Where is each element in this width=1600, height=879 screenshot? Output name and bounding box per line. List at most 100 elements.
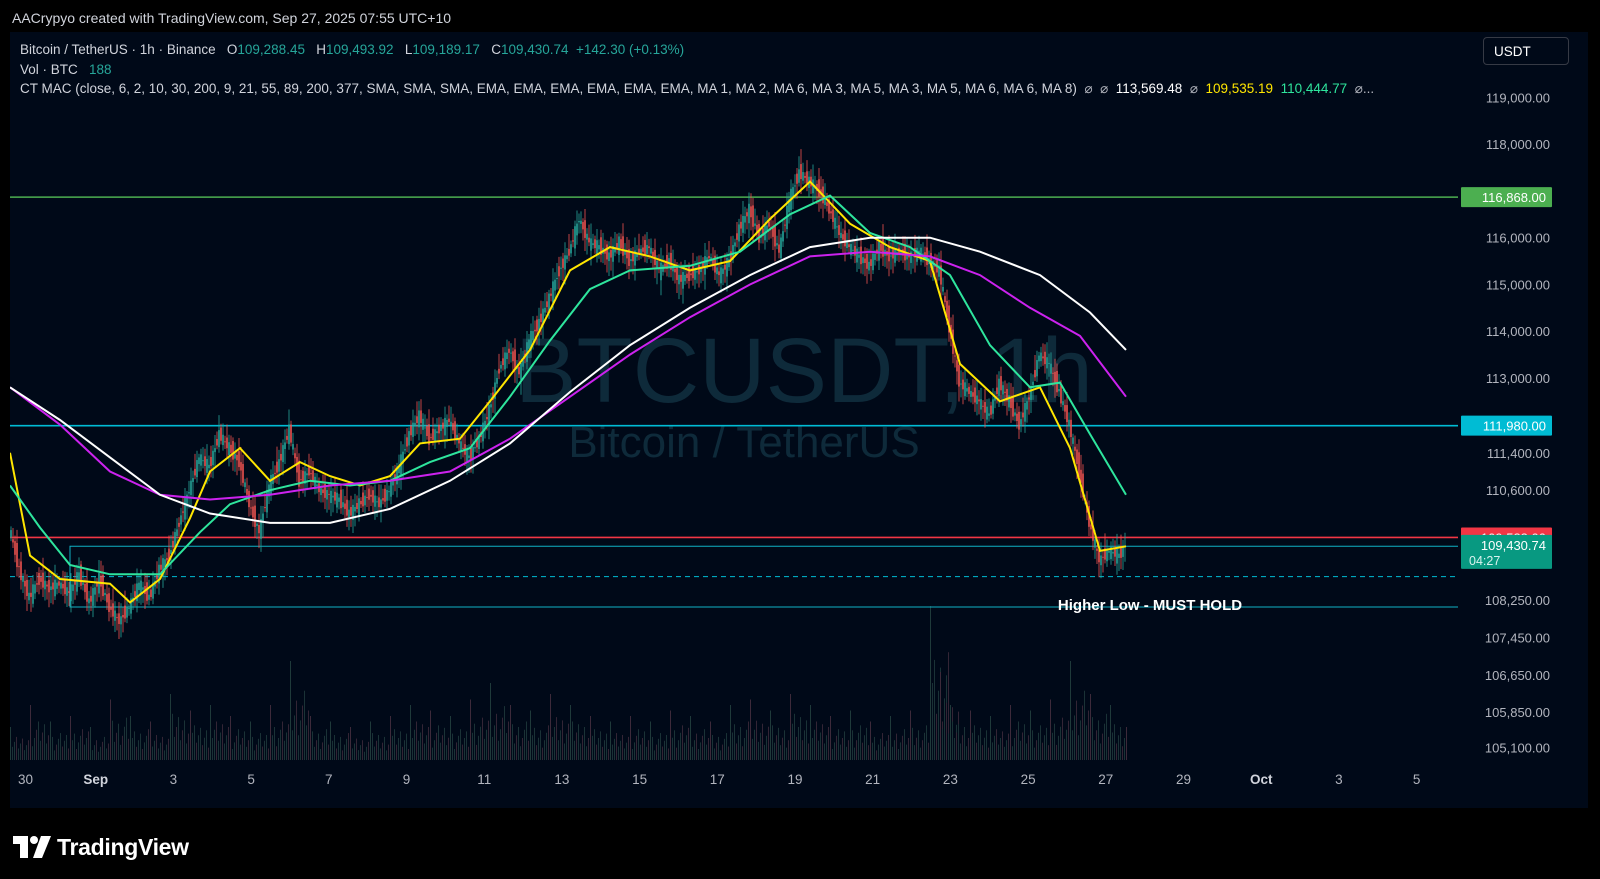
candle-body	[696, 271, 698, 273]
volume-bar	[200, 727, 201, 760]
candle-body	[856, 248, 858, 263]
volume-bar	[720, 750, 721, 760]
candle-body	[1014, 412, 1016, 416]
volume-bar	[14, 741, 15, 760]
candle-body	[838, 225, 840, 235]
candle-body	[980, 399, 982, 410]
volume-bar	[62, 746, 63, 760]
candle-body	[962, 379, 964, 390]
candle-body	[478, 434, 480, 450]
volume-bar	[456, 742, 457, 760]
volume-bar	[1002, 731, 1003, 760]
candle-body	[270, 474, 272, 496]
candle-body	[388, 491, 390, 493]
volume-bar	[44, 724, 45, 760]
volume-bar	[688, 727, 689, 760]
candle-body	[308, 466, 310, 476]
candle-body	[256, 523, 258, 526]
currency-button[interactable]: USDT	[1483, 37, 1569, 65]
volume-bar	[392, 735, 393, 760]
moving-average-line-1[interactable]	[10, 180, 1127, 604]
candle-body	[138, 582, 140, 590]
volume-bar	[880, 738, 881, 760]
legend-volume-value: 188	[89, 61, 112, 77]
chart-panel[interactable]: BTCUSDT, 1h Bitcoin / TetherUS Higher Low …	[10, 32, 1588, 808]
volume-bar	[364, 751, 365, 760]
volume-bar	[312, 731, 313, 760]
candle-body	[218, 430, 220, 448]
volume-bar	[1020, 740, 1021, 760]
x-axis-tick-label: 30	[18, 772, 33, 787]
candle-body	[448, 418, 450, 423]
candle-body	[682, 272, 684, 289]
candle-body	[752, 205, 754, 227]
candle-body	[42, 572, 44, 588]
volume-bar	[1026, 743, 1027, 760]
volume-bar	[66, 734, 67, 760]
volume-bar	[948, 652, 949, 760]
candle-body	[54, 579, 56, 597]
volume-bar	[132, 738, 133, 760]
volume-bar	[460, 729, 461, 760]
volume-bar	[452, 733, 453, 760]
candle-body	[156, 574, 158, 580]
candle-body	[832, 209, 834, 222]
volume-bar	[520, 746, 521, 760]
volume-bar	[848, 740, 849, 760]
candle-body	[484, 420, 486, 430]
volume-bar	[482, 717, 483, 760]
annotation-box[interactable]	[69, 545, 1458, 608]
volume-bar	[942, 729, 943, 760]
candle-body	[844, 230, 846, 247]
candle-body	[150, 589, 152, 597]
candle-body	[402, 451, 404, 464]
candle-body	[370, 494, 372, 497]
legend-symbol[interactable]: Bitcoin / TetherUS · 1h · Binance	[20, 42, 216, 57]
moving-average-line-4[interactable]	[10, 236, 1127, 524]
volume-bar	[1022, 732, 1023, 760]
volume-bar	[94, 745, 95, 760]
candle-body	[1108, 550, 1110, 553]
volume-bar	[592, 735, 593, 760]
volume-bar	[724, 738, 725, 760]
volume-bar	[68, 748, 69, 760]
volume-bar	[108, 743, 109, 760]
volume-bar	[1112, 732, 1113, 760]
volume-bar	[994, 735, 995, 760]
candle-body	[320, 488, 322, 496]
candle-body	[500, 364, 502, 369]
candle-body	[880, 243, 882, 251]
tradingview-logo[interactable]: TradingView	[13, 834, 189, 860]
volume-bar	[962, 735, 963, 760]
volume-bar	[96, 740, 97, 760]
volume-bar	[602, 746, 603, 760]
volume-bar	[114, 741, 115, 760]
volume-bar	[170, 694, 171, 760]
candle-body	[708, 255, 710, 259]
candle-body	[692, 265, 694, 279]
candle-body	[728, 259, 730, 268]
candle-body	[794, 185, 796, 187]
volume-bar	[450, 716, 451, 760]
candle-body	[72, 584, 74, 591]
candle-body	[140, 580, 142, 594]
candle-body	[552, 281, 554, 303]
legend-volume-label[interactable]: Vol · BTC	[20, 61, 78, 77]
volume-bar	[750, 699, 751, 760]
volume-bar	[786, 747, 787, 760]
volume-bar	[960, 743, 961, 760]
candle-body	[178, 522, 180, 527]
volume-bar	[458, 735, 459, 760]
volume-bar	[830, 716, 831, 760]
candle-body	[674, 268, 676, 273]
candle-body	[232, 441, 234, 460]
candle-body	[1110, 546, 1112, 560]
volume-bar	[104, 736, 105, 760]
moving-average-line-3[interactable]	[10, 250, 1127, 501]
volume-bar	[976, 742, 977, 760]
moving-average-line-2[interactable]	[10, 194, 1127, 576]
legend-more[interactable]: ⌀...	[1354, 81, 1375, 96]
volume-bar	[380, 748, 381, 760]
legend-indicator[interactable]: CT MAC (close, 6, 2, 10, 30, 200, 9, 21,…	[20, 81, 1077, 96]
